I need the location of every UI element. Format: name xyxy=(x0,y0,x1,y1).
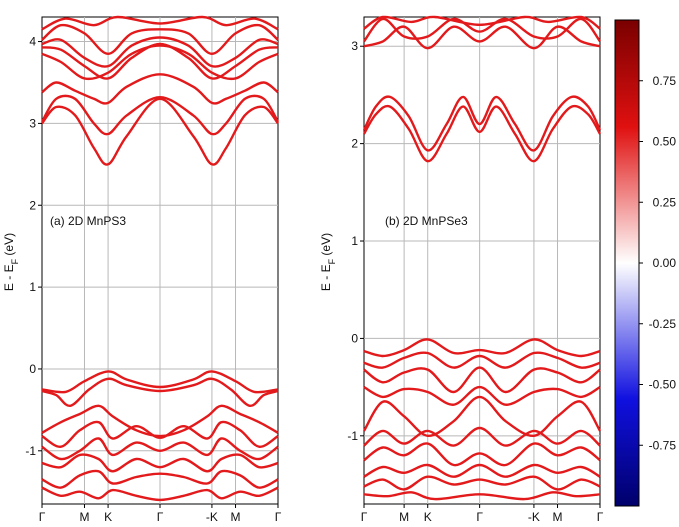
left-xtick-label-2: K xyxy=(104,510,112,524)
colorbar: 0.75 0.50 0.25 0.00 -0.25 -0.50 -0.75 xyxy=(614,19,677,507)
left-band-v1 xyxy=(41,370,279,394)
left-x-tick-labels: Γ M K Γ -K M Γ xyxy=(39,504,282,524)
left-band-c7 xyxy=(41,23,279,55)
right-band-v7 xyxy=(363,442,601,467)
left-ylabel-unit: (eV) xyxy=(2,233,16,259)
right-ytick-label-2: 1 xyxy=(351,234,358,248)
left-band-v3 xyxy=(41,404,279,438)
left-y-axis-label: E - EF (eV) xyxy=(2,233,20,291)
right-band-c5 xyxy=(363,15,601,30)
right-band-v6 xyxy=(363,426,601,447)
right-plot-frame xyxy=(363,16,601,505)
colorbar-ticks: 0.75 0.50 0.25 0.00 -0.25 -0.50 -0.75 xyxy=(639,74,677,452)
colorbar-tick-label-6: -0.75 xyxy=(649,438,677,452)
left-panel-label: (a) 2D MnPS3 xyxy=(50,214,126,228)
right-band-v9 xyxy=(363,475,601,491)
right-xtick-label-3: Γ xyxy=(476,510,483,524)
left-band-v8 xyxy=(41,486,279,502)
right-grid xyxy=(364,17,600,504)
right-band-v8 xyxy=(363,463,601,478)
right-band-v5 xyxy=(362,395,602,438)
right-band-c3 xyxy=(363,25,601,50)
left-band-v6 xyxy=(41,453,279,473)
left-ytick-label-5: 4 xyxy=(29,35,36,49)
left-ylabel-main: E - E xyxy=(2,264,16,291)
left-band-c8 xyxy=(41,15,279,31)
left-band-c5 xyxy=(41,42,279,80)
right-band-v3 xyxy=(363,366,601,394)
colorbar-tick-label-1: 0.50 xyxy=(653,135,677,149)
right-band-c1 xyxy=(362,104,602,163)
left-band-c2 xyxy=(40,94,280,136)
right-band-v2 xyxy=(363,351,601,369)
right-band-v4 xyxy=(363,385,601,406)
right-band-v1 xyxy=(363,338,601,358)
left-ylabel-sub: F xyxy=(10,258,20,264)
right-xtick-label-2: K xyxy=(424,510,432,524)
colorbar-tick-label-5: -0.50 xyxy=(649,378,677,392)
right-band-v10 xyxy=(363,491,601,501)
left-xtick-label-4: -K xyxy=(206,510,218,524)
right-ytick-label-4: 3 xyxy=(351,39,358,53)
left-band-c6 xyxy=(41,36,279,68)
left-y-tick-labels: -1 0 1 2 3 4 xyxy=(25,35,42,458)
colorbar-tick-label-0: 0.75 xyxy=(653,74,677,88)
colorbar-tick-label-2: 0.25 xyxy=(653,195,677,209)
panel-mnpse3: -1 0 1 2 3 Γ M K Γ -K M Γ (b) 2D MnPSe3 E - EF (eV… xyxy=(319,15,604,524)
panel-mnps3: -1 0 1 2 3 4 Γ M K Γ -K M Γ (a) 2D MnPS3 E - EF (eV… xyxy=(2,15,282,524)
right-bands xyxy=(362,15,602,501)
left-bands xyxy=(40,15,280,502)
left-band-c3 xyxy=(41,73,279,105)
right-xtick-label-4: -K xyxy=(528,510,540,524)
right-ytick-label-0: -1 xyxy=(347,429,358,443)
left-band-c4 xyxy=(41,44,279,81)
right-ytick-label-1: 0 xyxy=(351,331,358,345)
right-ytick-label-3: 2 xyxy=(351,137,358,151)
left-band-v7 xyxy=(41,469,279,489)
right-ylabel-sub: F xyxy=(327,258,337,264)
right-xtick-label-0: Γ xyxy=(361,510,368,524)
left-band-v4 xyxy=(41,420,279,448)
right-panel-label: (b) 2D MnPSe3 xyxy=(385,214,468,228)
left-band-v5 xyxy=(41,437,279,461)
right-y-axis-label: E - EF (eV) xyxy=(319,233,337,291)
right-xtick-label-5: M xyxy=(553,510,563,524)
right-ylabel-unit: (eV) xyxy=(319,233,333,259)
left-ytick-label-1: 0 xyxy=(29,362,36,376)
right-x-tick-labels: Γ M K Γ -K M Γ xyxy=(361,504,604,524)
left-ytick-label-0: -1 xyxy=(25,444,36,458)
right-xtick-label-6: Γ xyxy=(597,510,604,524)
left-xtick-label-3: Γ xyxy=(157,510,164,524)
left-xtick-label-5: M xyxy=(231,510,241,524)
right-xtick-label-1: M xyxy=(399,510,409,524)
left-ytick-label-2: 1 xyxy=(29,280,36,294)
right-y-tick-labels: -1 0 1 2 3 xyxy=(347,39,364,443)
right-ylabel-main: E - E xyxy=(319,264,333,291)
left-band-v2 xyxy=(41,377,279,408)
left-ytick-label-4: 3 xyxy=(29,116,36,130)
colorbar-tick-label-4: -0.25 xyxy=(649,317,677,331)
right-band-c2 xyxy=(362,95,602,152)
left-band-c1 xyxy=(41,97,279,166)
left-xtick-label-1: M xyxy=(79,510,89,524)
right-band-c4 xyxy=(363,17,601,43)
left-xtick-label-6: Γ xyxy=(275,510,282,524)
left-ytick-label-3: 2 xyxy=(29,198,36,212)
colorbar-tick-label-3: 0.00 xyxy=(653,256,677,270)
colorbar-gradient xyxy=(614,19,640,507)
left-xtick-label-0: Γ xyxy=(39,510,46,524)
